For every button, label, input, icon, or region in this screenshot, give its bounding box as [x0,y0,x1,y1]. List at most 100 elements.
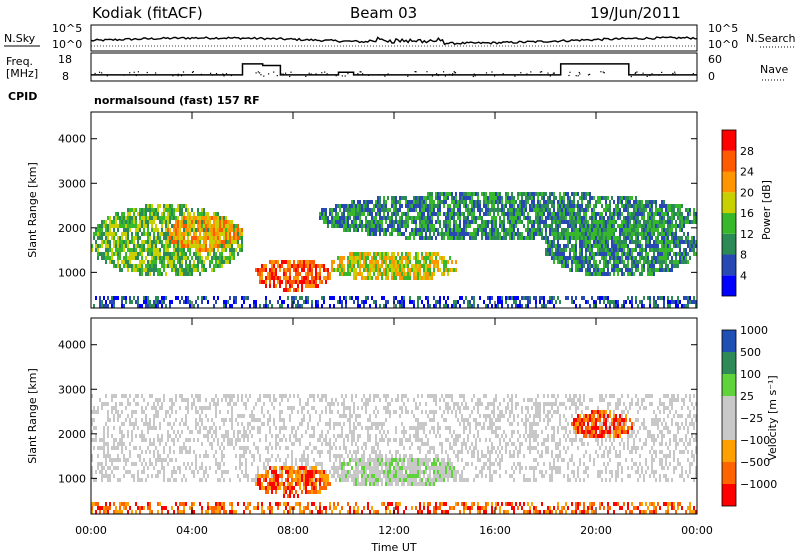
range-gate-cell [359,268,361,272]
range-gate-cell [229,236,231,240]
range-gate-cell [631,228,633,232]
nave-dot [282,73,284,75]
range-gate-cell [391,216,393,220]
noise-tick-top-right: 10^5 [708,22,738,35]
range-gate-cell [383,260,385,264]
range-gate-cell [233,446,235,450]
range-gate-cell [229,252,231,256]
range-gate-cell [321,296,323,300]
range-gate-cell [125,256,127,260]
range-gate-cell [165,304,167,308]
range-gate-cell [251,414,253,418]
range-gate-cell [655,268,657,272]
range-gate-cell [453,300,455,304]
range-gate-cell [383,256,385,260]
range-gate-cell [107,232,109,236]
range-gate-cell [199,216,201,220]
range-gate-cell [381,224,383,228]
range-gate-cell [427,208,429,212]
range-gate-cell [201,422,203,426]
range-gate-cell [269,426,271,430]
range-gate-cell [125,236,127,240]
range-gate-cell [153,212,155,216]
range-gate-cell [181,244,183,248]
range-gate-cell [597,272,599,276]
range-gate-cell [149,208,151,212]
range-gate-cell [671,204,673,208]
range-gate-cell [669,248,671,252]
range-gate-cell [111,296,113,300]
range-gate-cell [215,462,217,466]
range-gate-cell [207,256,209,260]
range-gate-cell [467,208,469,212]
range-gate-cell [563,260,565,264]
range-gate-cell [613,236,615,240]
range-gate-cell [609,224,611,228]
range-gate-cell [181,502,183,506]
range-gate-cell [289,268,291,272]
range-gate-cell [439,256,441,260]
range-gate-cell [635,212,637,216]
range-gate-cell [475,200,477,204]
range-gate-cell [117,446,119,450]
range-gate-cell [387,268,389,272]
range-gate-cell [689,296,691,300]
range-gate-cell [275,442,277,446]
range-gate-cell [431,204,433,208]
range-gate-cell [237,474,239,478]
range-gate-cell [187,402,189,406]
y-tick-label: 1000 [58,266,86,279]
range-gate-cell [637,232,639,236]
range-gate-cell [123,248,125,252]
range-gate-cell [391,260,393,264]
range-gate-cell [223,236,225,240]
range-gate-cell [167,252,169,256]
range-gate-cell [517,204,519,208]
range-gate-cell [435,204,437,208]
range-gate-cell [173,478,175,482]
range-gate-cell [139,208,141,212]
range-gate-cell [473,300,475,304]
range-gate-cell [627,200,629,204]
range-gate-cell [567,192,569,196]
range-gate-cell [295,288,297,292]
range-gate-cell [119,224,121,228]
range-gate-cell [377,208,379,212]
range-gate-cell [143,208,145,212]
range-gate-cell [377,252,379,256]
range-gate-cell [263,466,265,470]
range-gate-cell [459,224,461,228]
range-gate-cell [607,248,609,252]
range-gate-cell [597,248,599,252]
range-gate-cell [95,228,97,232]
range-gate-cell [223,256,225,260]
range-gate-cell [237,232,239,236]
range-gate-cell [145,272,147,276]
range-gate-cell [247,446,249,450]
range-gate-cell [381,256,383,260]
range-gate-cell [213,224,215,228]
range-gate-cell [171,204,173,208]
range-gate-cell [693,296,695,300]
range-gate-cell [205,470,207,474]
range-gate-cell [275,426,277,430]
range-gate-cell [445,264,447,268]
range-gate-cell [545,208,547,212]
range-gate-cell [447,192,449,196]
range-gate-cell [309,284,311,288]
range-gate-cell [359,260,361,264]
range-gate-cell [687,208,689,212]
range-gate-cell [453,200,455,204]
range-gate-cell [375,204,377,208]
range-gate-cell [91,454,93,458]
range-gate-cell [621,228,623,232]
range-gate-cell [687,216,689,220]
range-gate-cell [541,228,543,232]
range-gate-cell [381,296,383,300]
nave-dot [579,73,581,75]
range-gate-cell [163,252,165,256]
range-gate-cell [571,256,573,260]
range-gate-cell [101,300,103,304]
range-gate-cell [231,228,233,232]
range-gate-cell [101,236,103,240]
